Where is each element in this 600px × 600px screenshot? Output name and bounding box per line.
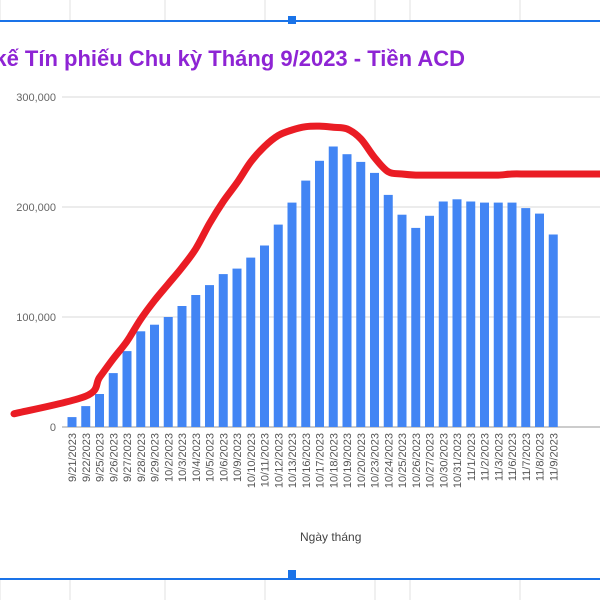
x-tick-label: 10/24/2023 xyxy=(383,433,395,488)
bar xyxy=(301,180,311,427)
bar xyxy=(136,331,146,427)
bar xyxy=(397,214,407,427)
bar xyxy=(507,202,517,427)
x-tick-label: 10/18/2023 xyxy=(328,433,340,488)
bar xyxy=(383,194,393,427)
x-tick-label: 10/23/2023 xyxy=(370,433,382,488)
x-tick-label: 9/27/2023 xyxy=(122,433,134,482)
bar xyxy=(548,234,558,427)
bar xyxy=(466,201,476,427)
x-tick-label: 10/5/2023 xyxy=(205,433,217,482)
x-tick-label: 10/26/2023 xyxy=(411,433,423,488)
x-tick-label: 11/6/2023 xyxy=(507,433,519,481)
x-tick-label: 11/7/2023 xyxy=(521,433,533,481)
x-tick-label: 10/9/2023 xyxy=(232,433,244,482)
bar xyxy=(411,227,421,427)
bar xyxy=(163,317,173,427)
bar xyxy=(218,274,228,427)
x-tick-label: 10/2/2023 xyxy=(163,433,175,482)
bar xyxy=(260,245,269,427)
bar xyxy=(535,213,544,427)
x-tick-label: 10/6/2023 xyxy=(218,433,230,482)
x-tick-label: 9/28/2023 xyxy=(136,433,148,482)
y-tick-label: 200,000 xyxy=(16,202,56,214)
trend-line xyxy=(10,122,600,418)
x-tick-label: 10/30/2023 xyxy=(438,433,450,488)
x-tick-label: 10/4/2023 xyxy=(191,433,203,482)
bar xyxy=(425,215,434,427)
bar xyxy=(191,295,201,427)
bar xyxy=(246,257,256,427)
y-tick-label: 300,000 xyxy=(16,92,56,104)
bar xyxy=(438,201,448,427)
x-tick-label: 10/11/2023 xyxy=(260,433,272,487)
x-tick-label: 9/29/2023 xyxy=(150,433,162,482)
bar xyxy=(122,351,132,427)
x-axis-ticks: 9/21/2023 9/22/2023 9/25/2023 9/26/2023 9/27… xyxy=(67,433,560,488)
x-tick-label: 10/19/2023 xyxy=(342,433,354,488)
x-tick-label: 9/26/2023 xyxy=(108,433,120,482)
bar xyxy=(356,161,366,427)
x-tick-label: 10/20/2023 xyxy=(356,433,368,488)
bar xyxy=(287,202,297,427)
x-tick-label: 9/25/2023 xyxy=(95,433,107,482)
bar xyxy=(205,285,214,427)
y-tick-label: 100,000 xyxy=(16,312,56,324)
bar xyxy=(315,160,324,428)
x-tick-label: 10/31/2023 xyxy=(452,433,464,488)
bar xyxy=(370,172,379,427)
bar xyxy=(480,202,489,427)
x-tick-label: 9/21/2023 xyxy=(67,433,79,482)
x-tick-label: 10/27/2023 xyxy=(425,433,437,488)
bar-series xyxy=(67,146,558,428)
y-tick-label: 0 xyxy=(50,422,56,434)
bar xyxy=(67,417,77,427)
x-axis-title: Ngày tháng xyxy=(300,530,362,544)
bar xyxy=(150,324,159,427)
bar xyxy=(81,406,91,427)
x-tick-label: 11/8/2023 xyxy=(535,433,547,481)
x-tick-label: 10/25/2023 xyxy=(397,433,409,488)
x-tick-label: 11/3/2023 xyxy=(493,433,505,481)
y-axis-ticks: 0 100,000 200,000 300,000 xyxy=(16,92,56,434)
x-tick-label: 10/13/2023 xyxy=(287,433,299,488)
chart-title-wrapper: ý kế Tín phiếu Chu kỳ Tháng 9/2023 - Tiề… xyxy=(0,44,600,78)
bar xyxy=(521,208,531,427)
bar xyxy=(452,199,462,427)
chart-title: ý kế Tín phiếu Chu kỳ Tháng 9/2023 - Tiề… xyxy=(0,46,465,71)
bar xyxy=(493,202,503,427)
x-tick-label: 11/1/2023 xyxy=(466,433,478,481)
resize-handle-bottom[interactable] xyxy=(288,570,296,578)
x-tick-label: 10/17/2023 xyxy=(315,433,327,488)
x-tick-label: 10/3/2023 xyxy=(177,433,189,482)
resize-handle-top[interactable] xyxy=(288,16,296,24)
bar xyxy=(177,306,187,427)
x-tick-label: 11/9/2023 xyxy=(548,433,560,481)
bar xyxy=(328,146,338,427)
line-series xyxy=(10,122,600,418)
x-tick-label: 10/16/2023 xyxy=(301,433,313,488)
bar xyxy=(108,373,118,427)
bar xyxy=(342,154,352,427)
x-tick-label: 10/12/2023 xyxy=(273,433,285,488)
bar xyxy=(95,394,104,427)
x-tick-label: 10/10/2023 xyxy=(246,433,258,488)
x-tick-label: 9/22/2023 xyxy=(81,433,93,482)
x-tick-label: 11/2/2023 xyxy=(480,433,492,481)
bar xyxy=(232,268,242,427)
bar xyxy=(273,224,283,427)
